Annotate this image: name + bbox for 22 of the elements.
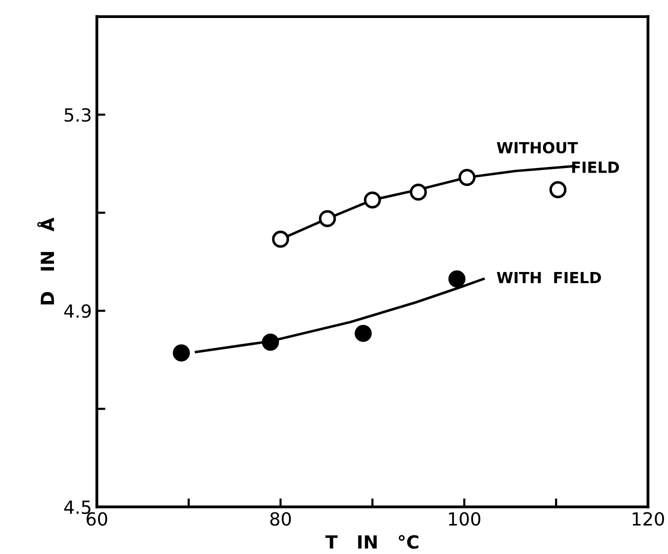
y-axis-title: D IN Å xyxy=(37,218,54,304)
x-tick-label: 120 xyxy=(632,512,664,526)
y-tick-label: 5.3 xyxy=(64,108,91,122)
x-axis-title: T IN °C xyxy=(325,534,418,549)
point xyxy=(448,270,466,288)
point xyxy=(458,168,476,186)
x-tick-label: 60 xyxy=(86,512,108,526)
point xyxy=(172,344,190,362)
point xyxy=(262,334,279,351)
x-tick-label: 80 xyxy=(270,512,291,526)
point xyxy=(549,181,566,198)
annotation: FIELD xyxy=(572,162,619,173)
y-tick-label: 4.9 xyxy=(64,304,91,318)
annotation: WITH FIELD xyxy=(496,272,601,284)
point xyxy=(364,191,381,209)
annotation: WITHOUT xyxy=(496,142,578,154)
point xyxy=(318,210,336,228)
point xyxy=(354,324,372,342)
point xyxy=(410,184,427,201)
y-tick-label: 4.5 xyxy=(64,500,90,514)
point xyxy=(272,230,290,248)
x-tick-label: 100 xyxy=(449,512,480,526)
